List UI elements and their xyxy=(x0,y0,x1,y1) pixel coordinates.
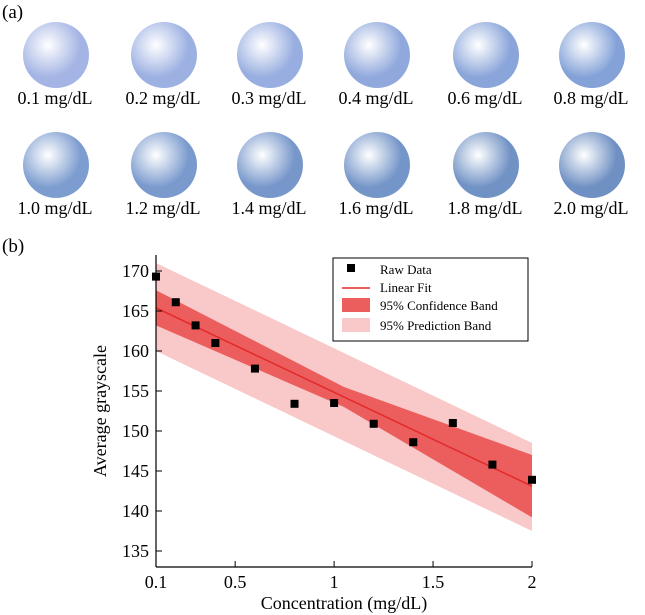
sample-spot xyxy=(23,22,89,88)
x-tick-label: 2 xyxy=(528,572,537,592)
raw-data-point xyxy=(330,399,339,407)
sample-label: 0.2 mg/dL xyxy=(125,88,201,108)
sample-10: 1.6 mg/dL xyxy=(321,132,431,232)
sample-5: 0.6 mg/dL xyxy=(430,22,540,122)
sample-4: 0.4 mg/dL xyxy=(321,22,431,122)
sample-label: 1.8 mg/dL xyxy=(447,198,523,218)
raw-data-point xyxy=(250,364,259,373)
raw-data-point xyxy=(191,321,200,330)
sample-label: 1.6 mg/dL xyxy=(338,198,414,218)
raw-data-point xyxy=(528,475,536,484)
x-tick-label: 1.5 xyxy=(422,572,445,592)
panel-a-label: (a) xyxy=(2,2,24,23)
sample-11: 1.8 mg/dL xyxy=(430,132,540,232)
y-tick-label: 160 xyxy=(122,341,149,361)
sample-7: 1.0 mg/dL xyxy=(0,132,110,232)
confidence-band xyxy=(156,290,532,518)
sample-3: 0.3 mg/dL xyxy=(214,22,324,122)
sample-9: 1.4 mg/dL xyxy=(214,132,324,232)
sample-label: 0.4 mg/dL xyxy=(338,88,414,108)
sample-label: 2.0 mg/dL xyxy=(553,198,629,218)
y-tick-label: 135 xyxy=(122,541,149,561)
y-tick-label: 145 xyxy=(122,461,149,481)
y-axis-title: Average grayscale xyxy=(90,345,110,477)
legend-raw-data-marker xyxy=(347,264,355,272)
sample-12: 2.0 mg/dL xyxy=(536,132,645,232)
sample-1: 0.1 mg/dL xyxy=(0,22,110,122)
raw-data-point xyxy=(290,399,299,408)
raw-data-point xyxy=(409,438,418,447)
sample-spot xyxy=(453,22,519,88)
legend-confidence-label: 95% Confidence Band xyxy=(380,298,498,313)
sample-spot xyxy=(131,22,197,88)
y-tick-label: 170 xyxy=(122,261,149,281)
x-axis-title: Concentration (mg/dL) xyxy=(261,593,427,614)
sample-label: 0.1 mg/dL xyxy=(17,88,93,108)
sample-label: 1.2 mg/dL xyxy=(125,198,201,218)
sample-2: 0.2 mg/dL xyxy=(108,22,218,122)
sample-spot xyxy=(131,132,197,198)
sample-6: 0.8 mg/dL xyxy=(536,22,645,122)
sample-label: 1.4 mg/dL xyxy=(231,198,307,218)
legend-prediction-swatch xyxy=(342,318,370,332)
sample-spot xyxy=(344,132,410,198)
sample-label: 0.3 mg/dL xyxy=(231,88,307,108)
x-tick-label: 1 xyxy=(330,572,339,592)
y-tick-label: 150 xyxy=(122,421,149,441)
sample-spot xyxy=(453,132,519,198)
raw-data-point xyxy=(369,419,378,428)
sample-spot xyxy=(23,132,89,198)
y-tick-label: 140 xyxy=(122,501,149,521)
linear-fit-line xyxy=(155,307,533,487)
legend-fit-label: Linear Fit xyxy=(380,280,432,295)
y-tick-label: 155 xyxy=(122,381,149,401)
legend-raw-data-label: Raw Data xyxy=(380,262,432,277)
sample-spot xyxy=(237,22,303,88)
raw-data-point xyxy=(488,460,497,469)
sample-spot xyxy=(559,22,625,88)
raw-data-point xyxy=(171,298,180,307)
raw-data-point xyxy=(448,419,457,427)
y-tick-label: 165 xyxy=(122,301,149,321)
sample-spot xyxy=(344,22,410,88)
panel-b-label: (b) xyxy=(2,236,25,257)
raw-data-point xyxy=(211,339,220,347)
sample-label: 0.6 mg/dL xyxy=(447,88,523,108)
x-tick-label: 0.5 xyxy=(224,572,247,592)
x-tick-label: 0.1 xyxy=(145,572,168,592)
legend-prediction-label: 95% Prediction Band xyxy=(380,318,492,333)
sample-spot xyxy=(559,132,625,198)
sample-label: 1.0 mg/dL xyxy=(17,198,93,218)
sample-8: 1.2 mg/dL xyxy=(108,132,218,232)
legend-confidence-swatch xyxy=(342,298,370,312)
sample-label: 0.8 mg/dL xyxy=(553,88,629,108)
sample-spot xyxy=(237,132,303,198)
